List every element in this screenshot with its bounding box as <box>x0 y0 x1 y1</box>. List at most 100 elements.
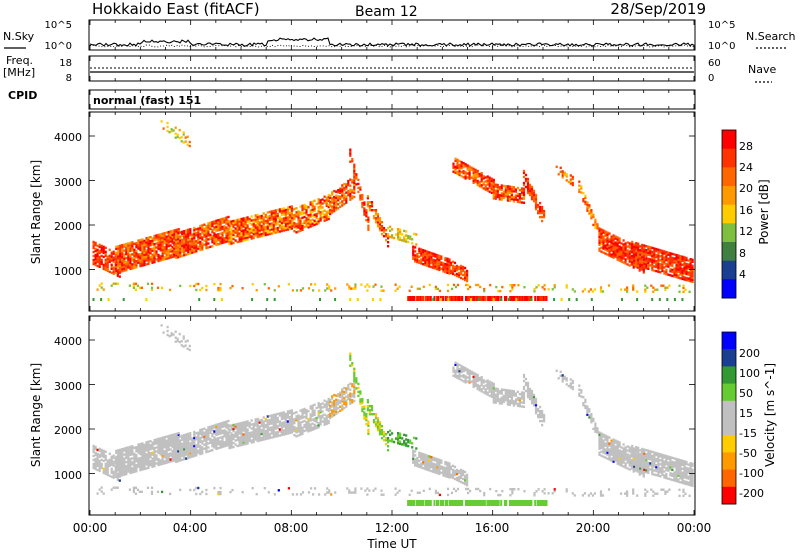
power-cell <box>530 197 534 201</box>
power-cell <box>398 285 401 288</box>
power-cell <box>586 205 589 208</box>
power-cell <box>139 240 142 244</box>
velocity-cell <box>335 404 338 407</box>
power-cell <box>149 240 152 243</box>
power-cell <box>691 274 694 277</box>
power-cell <box>341 188 344 191</box>
power-cell <box>444 268 447 272</box>
velocity-cell <box>187 440 190 444</box>
power-cell <box>175 240 178 243</box>
velocity-cell <box>301 430 304 433</box>
velocity-cell <box>252 438 255 442</box>
power-cell <box>681 259 684 262</box>
power-cell <box>600 236 603 239</box>
power-cell <box>187 228 190 232</box>
power-cell <box>352 287 355 290</box>
velocity-cell <box>424 453 427 457</box>
power-cell <box>219 238 222 241</box>
power-cell <box>173 229 176 232</box>
velocity-cell <box>147 454 150 457</box>
power-cell <box>299 219 302 222</box>
velocity-cell <box>234 439 237 442</box>
power-cell <box>137 239 140 242</box>
power-cell <box>608 254 611 257</box>
power-cell <box>440 267 443 270</box>
power-cell <box>416 256 419 260</box>
power-cell <box>643 266 646 269</box>
velocity-cell <box>339 401 342 404</box>
velocity-cell <box>209 429 212 432</box>
velocity-cell <box>205 442 208 446</box>
velocity-cell <box>161 436 164 439</box>
power-cell <box>500 196 503 199</box>
power-cell <box>583 288 586 291</box>
power-cell <box>602 243 605 246</box>
power-cell <box>545 296 548 301</box>
power-cell <box>189 284 192 288</box>
power-cell <box>658 298 661 301</box>
velocity-cell <box>303 423 306 427</box>
velocity-cell <box>266 431 269 434</box>
velocity-cell <box>141 468 144 471</box>
power-cell <box>185 239 188 242</box>
velocity-cell <box>203 437 206 440</box>
velocity-cell <box>424 459 427 463</box>
power-cell <box>102 263 105 267</box>
velocity-cell <box>159 443 162 446</box>
velocity-cell <box>458 371 461 375</box>
power-cell <box>96 254 99 258</box>
power-cell <box>171 239 174 243</box>
velocity-cell <box>407 438 410 442</box>
power-cell <box>468 171 471 174</box>
velocity-cell <box>129 465 132 469</box>
power-cell <box>607 284 611 287</box>
velocity-cell <box>466 473 469 477</box>
velocity-cell <box>288 425 291 429</box>
power-cell <box>687 273 690 276</box>
velocity-cell <box>209 431 212 434</box>
power-cell <box>280 209 283 213</box>
velocity-cell <box>414 464 417 467</box>
power-cell <box>191 233 194 236</box>
power-cell <box>149 252 152 255</box>
power-cell <box>119 244 122 247</box>
power-cell <box>682 286 685 289</box>
velocity-cell <box>422 459 425 462</box>
power-cell <box>205 236 208 240</box>
power-cell <box>349 148 352 151</box>
power-cell <box>659 249 662 252</box>
velocity-cell <box>391 432 394 435</box>
power-cell <box>102 251 105 255</box>
power-cell <box>541 205 544 209</box>
power-cell <box>203 239 206 242</box>
velocity-cell <box>462 366 465 369</box>
power-cell <box>299 223 302 226</box>
power-cell <box>123 265 126 268</box>
power-cell <box>262 230 265 233</box>
power-cell <box>309 201 312 204</box>
power-cell <box>496 191 499 195</box>
power-cell <box>675 271 678 275</box>
velocity-cell <box>151 451 154 454</box>
power-cell <box>351 179 354 182</box>
power-cell <box>586 209 589 212</box>
power-cell <box>117 245 120 248</box>
velocity-cell <box>434 465 437 468</box>
power-cell <box>677 270 680 273</box>
power-cell <box>488 180 491 183</box>
power-cell <box>432 266 435 269</box>
power-cell <box>278 230 281 233</box>
power-cell <box>311 204 314 207</box>
power-cell <box>319 207 322 210</box>
power-cell <box>217 237 220 240</box>
velocity-cell <box>183 436 186 439</box>
velocity-cell <box>343 400 346 404</box>
power-cell <box>112 258 115 261</box>
power-cell <box>382 289 385 292</box>
velocity-cell <box>286 416 289 419</box>
power-cell <box>441 296 444 301</box>
power-cell <box>211 245 214 248</box>
power-cell <box>539 209 542 213</box>
velocity-cell <box>416 458 419 462</box>
power-cell <box>434 267 437 270</box>
